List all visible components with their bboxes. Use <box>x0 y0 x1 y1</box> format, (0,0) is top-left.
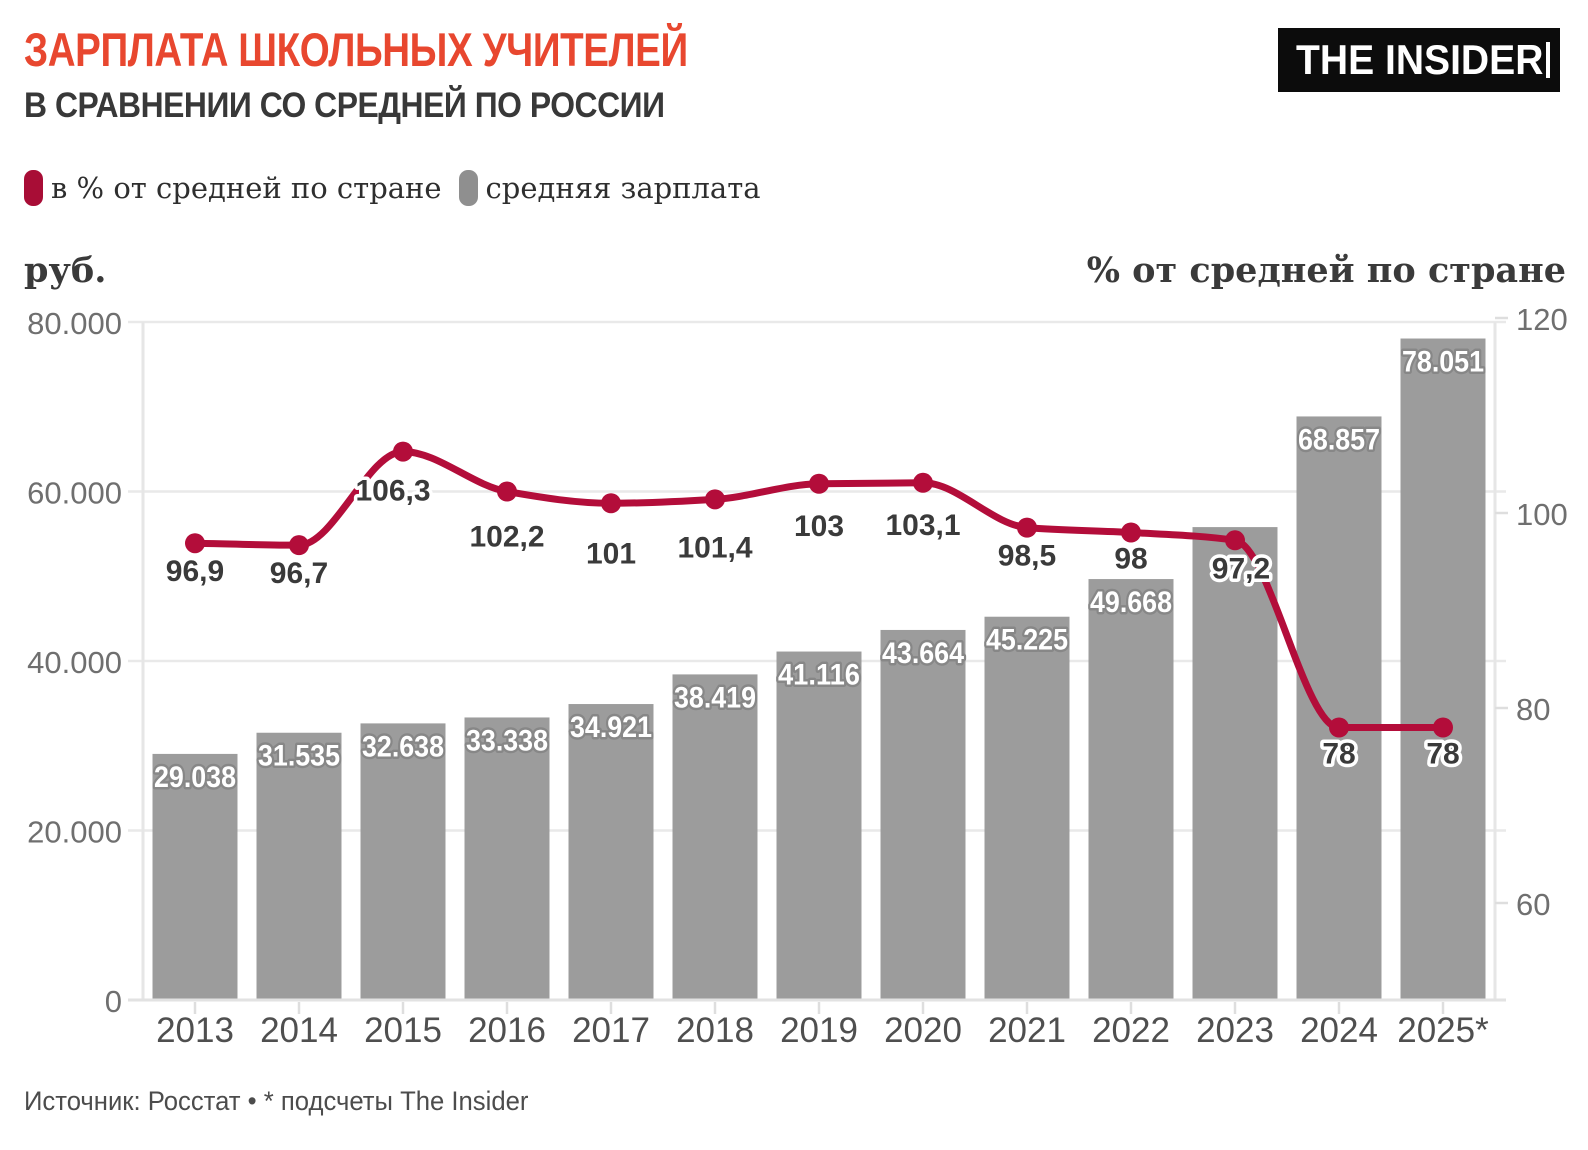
page-subtitle: В СРАВНЕНИИ СО СРЕДНЕЙ ПО РОССИИ <box>24 86 728 126</box>
legend-item-bar[interactable]: средняя зарплата <box>458 170 761 206</box>
legend-swatch-line <box>24 170 43 206</box>
point-2024[interactable] <box>1329 717 1349 738</box>
source-note: Источник: Росстат • * подсчеты The Insid… <box>24 1086 555 1117</box>
bar-2015[interactable] <box>360 723 446 1000</box>
point-2021[interactable] <box>1017 517 1037 538</box>
x-axis-label-2022: 2022 <box>1092 1011 1170 1050</box>
bar-2023[interactable] <box>1192 527 1278 1000</box>
x-axis-label-2025*: 2025* <box>1397 1011 1489 1050</box>
right-axis-tick-80: 80 <box>1516 692 1550 727</box>
page-title-text: ЗАРПЛАТА ШКОЛЬНЫХ УЧИТЕЛЕЙ <box>24 23 688 76</box>
point-2017[interactable] <box>601 493 621 514</box>
right-axis-tick-120: 120 <box>1516 302 1568 337</box>
bar-label-2025*: 78.051 <box>1402 346 1484 379</box>
left-axis-tick-80.000: 80.000 <box>27 306 122 341</box>
point-label-2025*: 78 <box>1426 738 1459 771</box>
source-note-text: Источник: Росстат • * подсчеты The Insid… <box>24 1086 529 1116</box>
point-2025*[interactable] <box>1433 717 1453 738</box>
bar-2021[interactable] <box>984 616 1070 1000</box>
left-axis-title: руб. <box>24 250 107 291</box>
x-axis-label-2019: 2019 <box>780 1011 858 1050</box>
page-title: ЗАРПЛАТА ШКОЛЬНЫХ УЧИТЕЛЕЙ <box>24 22 833 77</box>
point-label-2016: 102,2 <box>469 521 544 554</box>
the-insider-logo-text: THE INSIDER <box>1296 36 1544 83</box>
bar-2016[interactable] <box>464 717 550 1000</box>
bar-label-2013: 29.038 <box>154 761 236 794</box>
legend-swatch-bar <box>458 170 478 206</box>
point-2016[interactable] <box>497 481 517 502</box>
bar-2022[interactable] <box>1088 579 1174 1000</box>
bar-label-2019: 41.116 <box>778 659 860 692</box>
x-axis-label-2020: 2020 <box>884 1011 962 1050</box>
bar-label-2020: 43.664 <box>882 637 964 670</box>
bar-2020[interactable] <box>880 629 966 1000</box>
legend: в % от средней по стране средняя зарплат… <box>24 170 761 206</box>
bar-2024[interactable] <box>1296 416 1382 1001</box>
bar-2013[interactable] <box>152 753 238 1000</box>
bar-2017[interactable] <box>568 704 654 1000</box>
left-axis-tick-60.000: 60.000 <box>27 476 122 511</box>
bar-label-2017: 34.921 <box>570 711 652 744</box>
bar-label-2022: 49.668 <box>1090 586 1172 619</box>
logo-cursor-bar <box>1546 42 1550 78</box>
x-axis-label-2015: 2015 <box>364 1011 442 1050</box>
point-label-2020: 103,1 <box>885 509 960 542</box>
x-axis-label-2023: 2023 <box>1196 1011 1274 1050</box>
x-axis-label-2017: 2017 <box>572 1011 650 1050</box>
x-axis-label-2014: 2014 <box>260 1011 338 1050</box>
point-2022[interactable] <box>1121 522 1141 543</box>
right-axis-tick-100: 100 <box>1516 497 1568 532</box>
bar-2014[interactable] <box>256 732 342 1000</box>
point-2020[interactable] <box>913 472 933 493</box>
bar-label-2024: 68.857 <box>1298 423 1380 456</box>
point-2014[interactable] <box>289 535 309 556</box>
x-axis-label-2024: 2024 <box>1300 1011 1378 1050</box>
point-2018[interactable] <box>705 489 725 510</box>
point-label-2013: 96,9 <box>166 555 224 588</box>
legend-item-line[interactable]: в % от средней по стране <box>24 170 442 206</box>
point-label-2022: 98 <box>1114 543 1147 576</box>
point-2015[interactable] <box>393 441 413 462</box>
x-axis-label-2018: 2018 <box>676 1011 754 1050</box>
left-axis-tick-40.000: 40.000 <box>27 645 122 680</box>
page-subtitle-text: В СРАВНЕНИИ СО СРЕДНЕЙ ПО РОССИИ <box>24 86 665 125</box>
left-axis-tick-20.000: 20.000 <box>27 815 122 850</box>
x-axis-label-2021: 2021 <box>988 1011 1066 1050</box>
left-axis-tick-0: 0 <box>105 984 122 1019</box>
right-axis-tick-60: 60 <box>1516 887 1550 922</box>
point-label-2021: 98,5 <box>998 540 1056 573</box>
bar-2025*[interactable] <box>1400 338 1486 1000</box>
bar-label-2015: 32.638 <box>362 730 444 763</box>
point-label-2018: 101,4 <box>677 531 752 564</box>
point-label-2017: 101 <box>586 537 636 570</box>
x-axis-label-2013: 2013 <box>156 1011 234 1050</box>
point-2019[interactable] <box>809 473 829 494</box>
bar-2019[interactable] <box>776 651 862 1000</box>
x-axis-label-2016: 2016 <box>468 1011 546 1050</box>
point-label-2014: 96,7 <box>270 557 328 590</box>
point-2013[interactable] <box>185 533 205 554</box>
legend-label-line: в % от средней по стране <box>51 171 442 205</box>
point-label-2023: 97,2 <box>1212 552 1270 585</box>
point-label-2015: 106,3 <box>355 475 430 508</box>
point-label-2019: 103 <box>794 510 844 543</box>
bar-label-2021: 45.225 <box>986 624 1068 657</box>
point-label-2024: 78 <box>1322 738 1355 771</box>
bar-label-2014: 31.535 <box>258 740 340 773</box>
point-2023[interactable] <box>1225 530 1245 551</box>
bar-2018[interactable] <box>672 674 758 1000</box>
legend-label-bar: средняя зарплата <box>485 171 761 205</box>
right-axis-title: % от средней по стране <box>1086 250 1566 291</box>
bar-label-2018: 38.419 <box>674 681 756 714</box>
the-insider-logo: THE INSIDER <box>1278 28 1560 92</box>
bar-label-2016: 33.338 <box>466 724 548 757</box>
